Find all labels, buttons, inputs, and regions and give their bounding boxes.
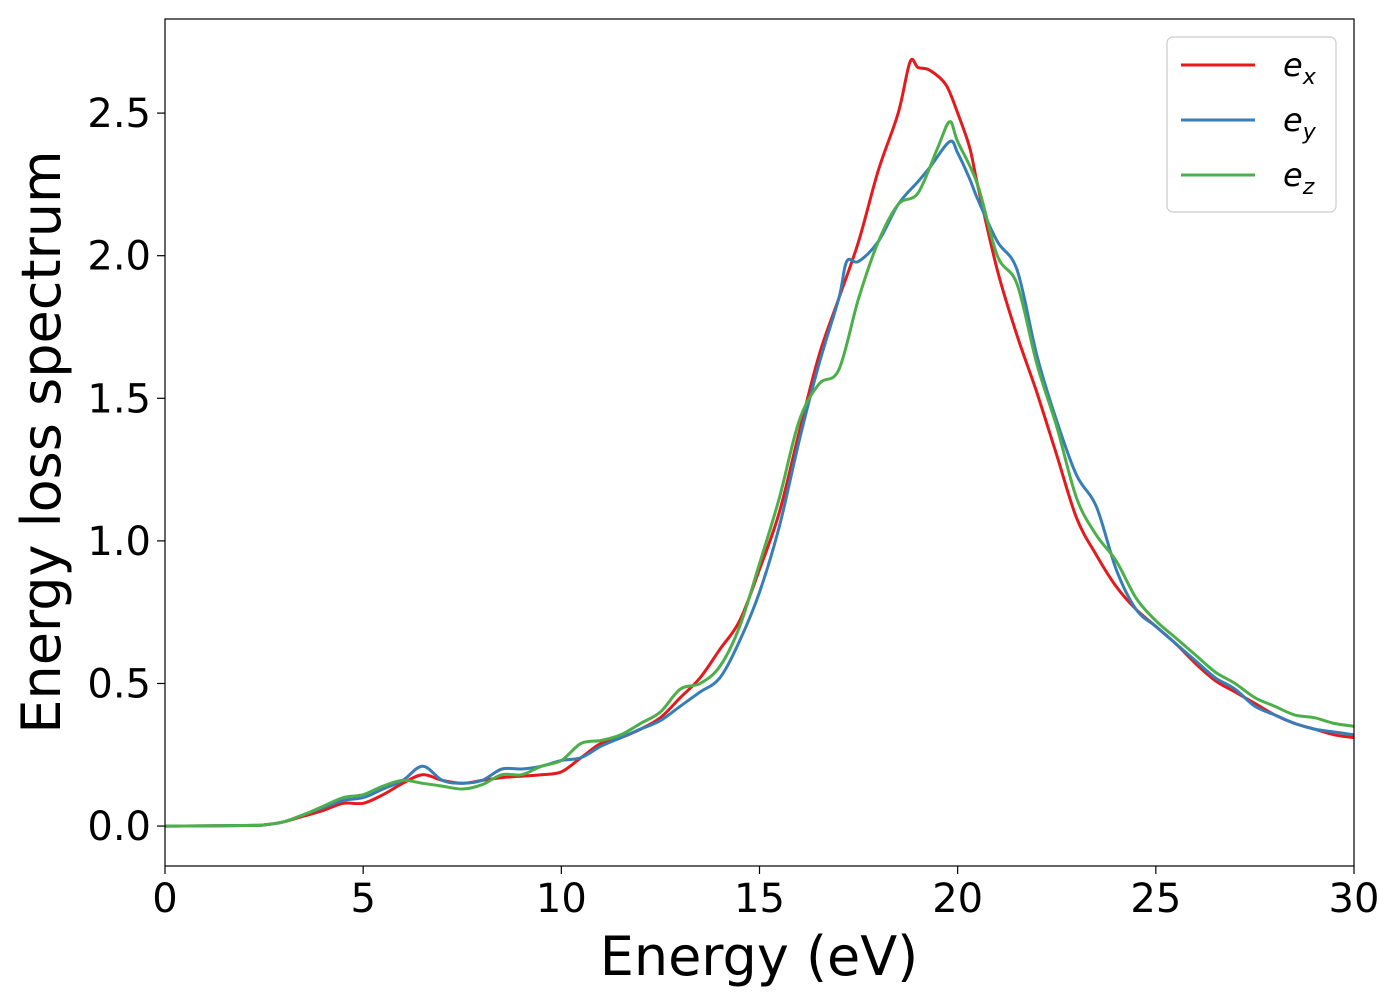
y-tick-label: 2.0: [87, 234, 151, 280]
legend-label-ex: ex: [1283, 46, 1317, 90]
y-tick-label: 1.5: [87, 376, 151, 422]
x-tick-label: 10: [536, 876, 587, 922]
x-tick-label: 15: [734, 876, 785, 922]
x-tick-label: 30: [1329, 876, 1380, 922]
legend-box: [1166, 36, 1337, 213]
y-tick-label: 2.5: [87, 91, 151, 137]
legend: ex ey ez: [1166, 36, 1337, 213]
x-tick-label: 25: [1130, 876, 1181, 922]
y-tick-label: 0.5: [87, 661, 151, 707]
legend-label-ez: ez: [1283, 156, 1315, 200]
x-tick-label: 0: [152, 876, 177, 922]
y-axis-ticks: 0.0 0.5 1.0 1.5 2.0 2.5: [87, 91, 165, 850]
x-axis-ticks: 0 5 10 15 20 25 30: [152, 866, 1379, 922]
x-tick-label: 5: [350, 876, 375, 922]
y-axis-label: Energy loss spectrum: [10, 150, 73, 733]
y-tick-label: 1.0: [87, 519, 151, 565]
series-line-ez: [164, 120, 1355, 828]
x-tick-label: 20: [932, 876, 983, 922]
legend-label-ey: ey: [1283, 101, 1317, 145]
y-tick-label: 0.0: [87, 804, 151, 850]
x-axis-label: Energy (eV): [600, 925, 919, 988]
series-line-ey: [164, 139, 1355, 828]
plot-lines: [164, 57, 1355, 828]
